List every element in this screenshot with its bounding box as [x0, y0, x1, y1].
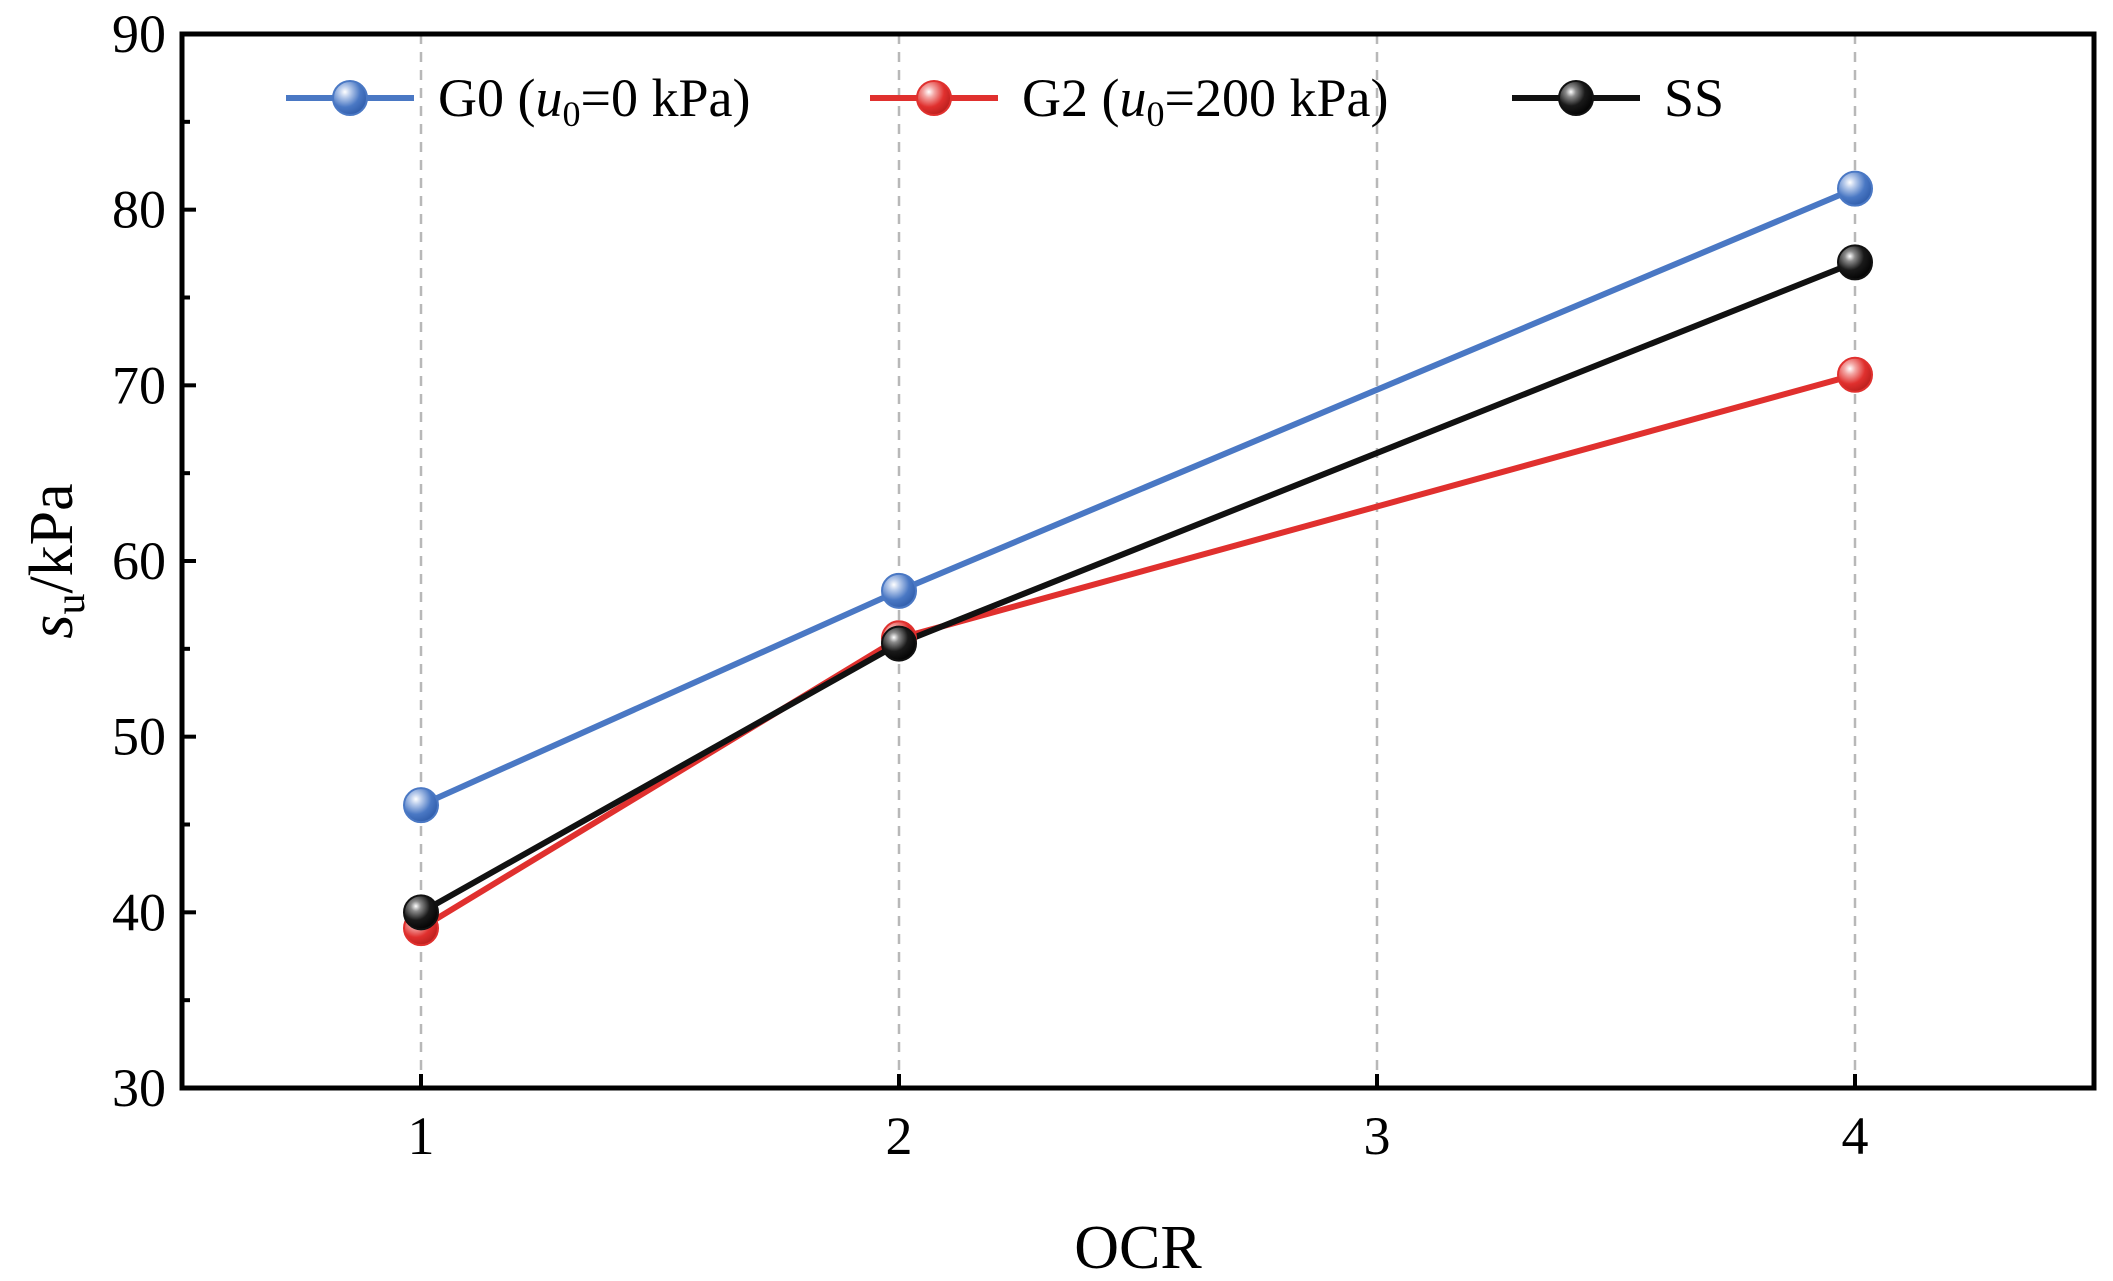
- x-axis-title: OCR: [1074, 1214, 1202, 1281]
- y-tick-label: 40: [112, 882, 166, 942]
- legend: G0 (u0=0 kPa) G2 (u0=200 kPa) SS: [286, 68, 1724, 134]
- series-line-1: [419, 371, 1856, 931]
- y-tick-label: 30: [112, 1058, 166, 1118]
- legend-sub: 0: [1146, 94, 1164, 134]
- legend-marker-0: [332, 80, 368, 116]
- series-line-0: [419, 185, 1857, 808]
- y-tick-label: 90: [112, 4, 166, 64]
- legend-label-2: SS: [1664, 68, 1724, 128]
- x-tick-label: 2: [886, 1106, 913, 1166]
- data-point: [403, 787, 439, 824]
- data-point: [881, 625, 917, 662]
- gridlines: [419, 34, 1857, 1088]
- legend-label-0: G0 (u0=0 kPa): [438, 68, 750, 134]
- x-tick-label: 1: [408, 1106, 435, 1166]
- legend-prefix: SS: [1664, 68, 1724, 128]
- data-point: [1837, 170, 1873, 207]
- series-layer: [403, 170, 1873, 947]
- x-tick-label: 3: [1364, 1106, 1391, 1166]
- legend-var: u: [1119, 68, 1146, 128]
- legend-sub: 0: [562, 94, 580, 134]
- y-axis-title: su/kPa: [18, 483, 94, 638]
- series-line-2: [419, 259, 1857, 915]
- y-axis-title-sub: u: [48, 594, 94, 615]
- legend-suffix: =200 kPa): [1164, 68, 1388, 128]
- y-tick-label: 80: [112, 180, 166, 240]
- data-point: [1837, 356, 1873, 393]
- y-axis-title-unit: /kPa: [18, 483, 86, 593]
- legend-prefix: G2 (: [1022, 68, 1119, 128]
- plot-frame: [179, 31, 2097, 1091]
- legend-marker-1: [916, 80, 952, 116]
- legend-prefix: G0 (: [438, 68, 535, 128]
- y-tick-label: 70: [112, 355, 166, 415]
- y-tick-label: 50: [112, 707, 166, 767]
- y-axis-title-var: s: [18, 615, 86, 639]
- axis-ticks: 1 2 3 4 30 40 50 60 70 80 90: [112, 4, 1869, 1166]
- x-tick-label: 4: [1842, 1106, 1869, 1166]
- data-point: [403, 894, 439, 931]
- legend-label-1: G2 (u0=200 kPa): [1022, 68, 1388, 134]
- y-tick-label: 60: [112, 531, 166, 591]
- legend-suffix: =0 kPa): [580, 68, 750, 128]
- data-point: [881, 572, 917, 609]
- legend-var: u: [535, 68, 562, 128]
- legend-marker-2: [1558, 80, 1594, 116]
- data-point: [1837, 244, 1873, 281]
